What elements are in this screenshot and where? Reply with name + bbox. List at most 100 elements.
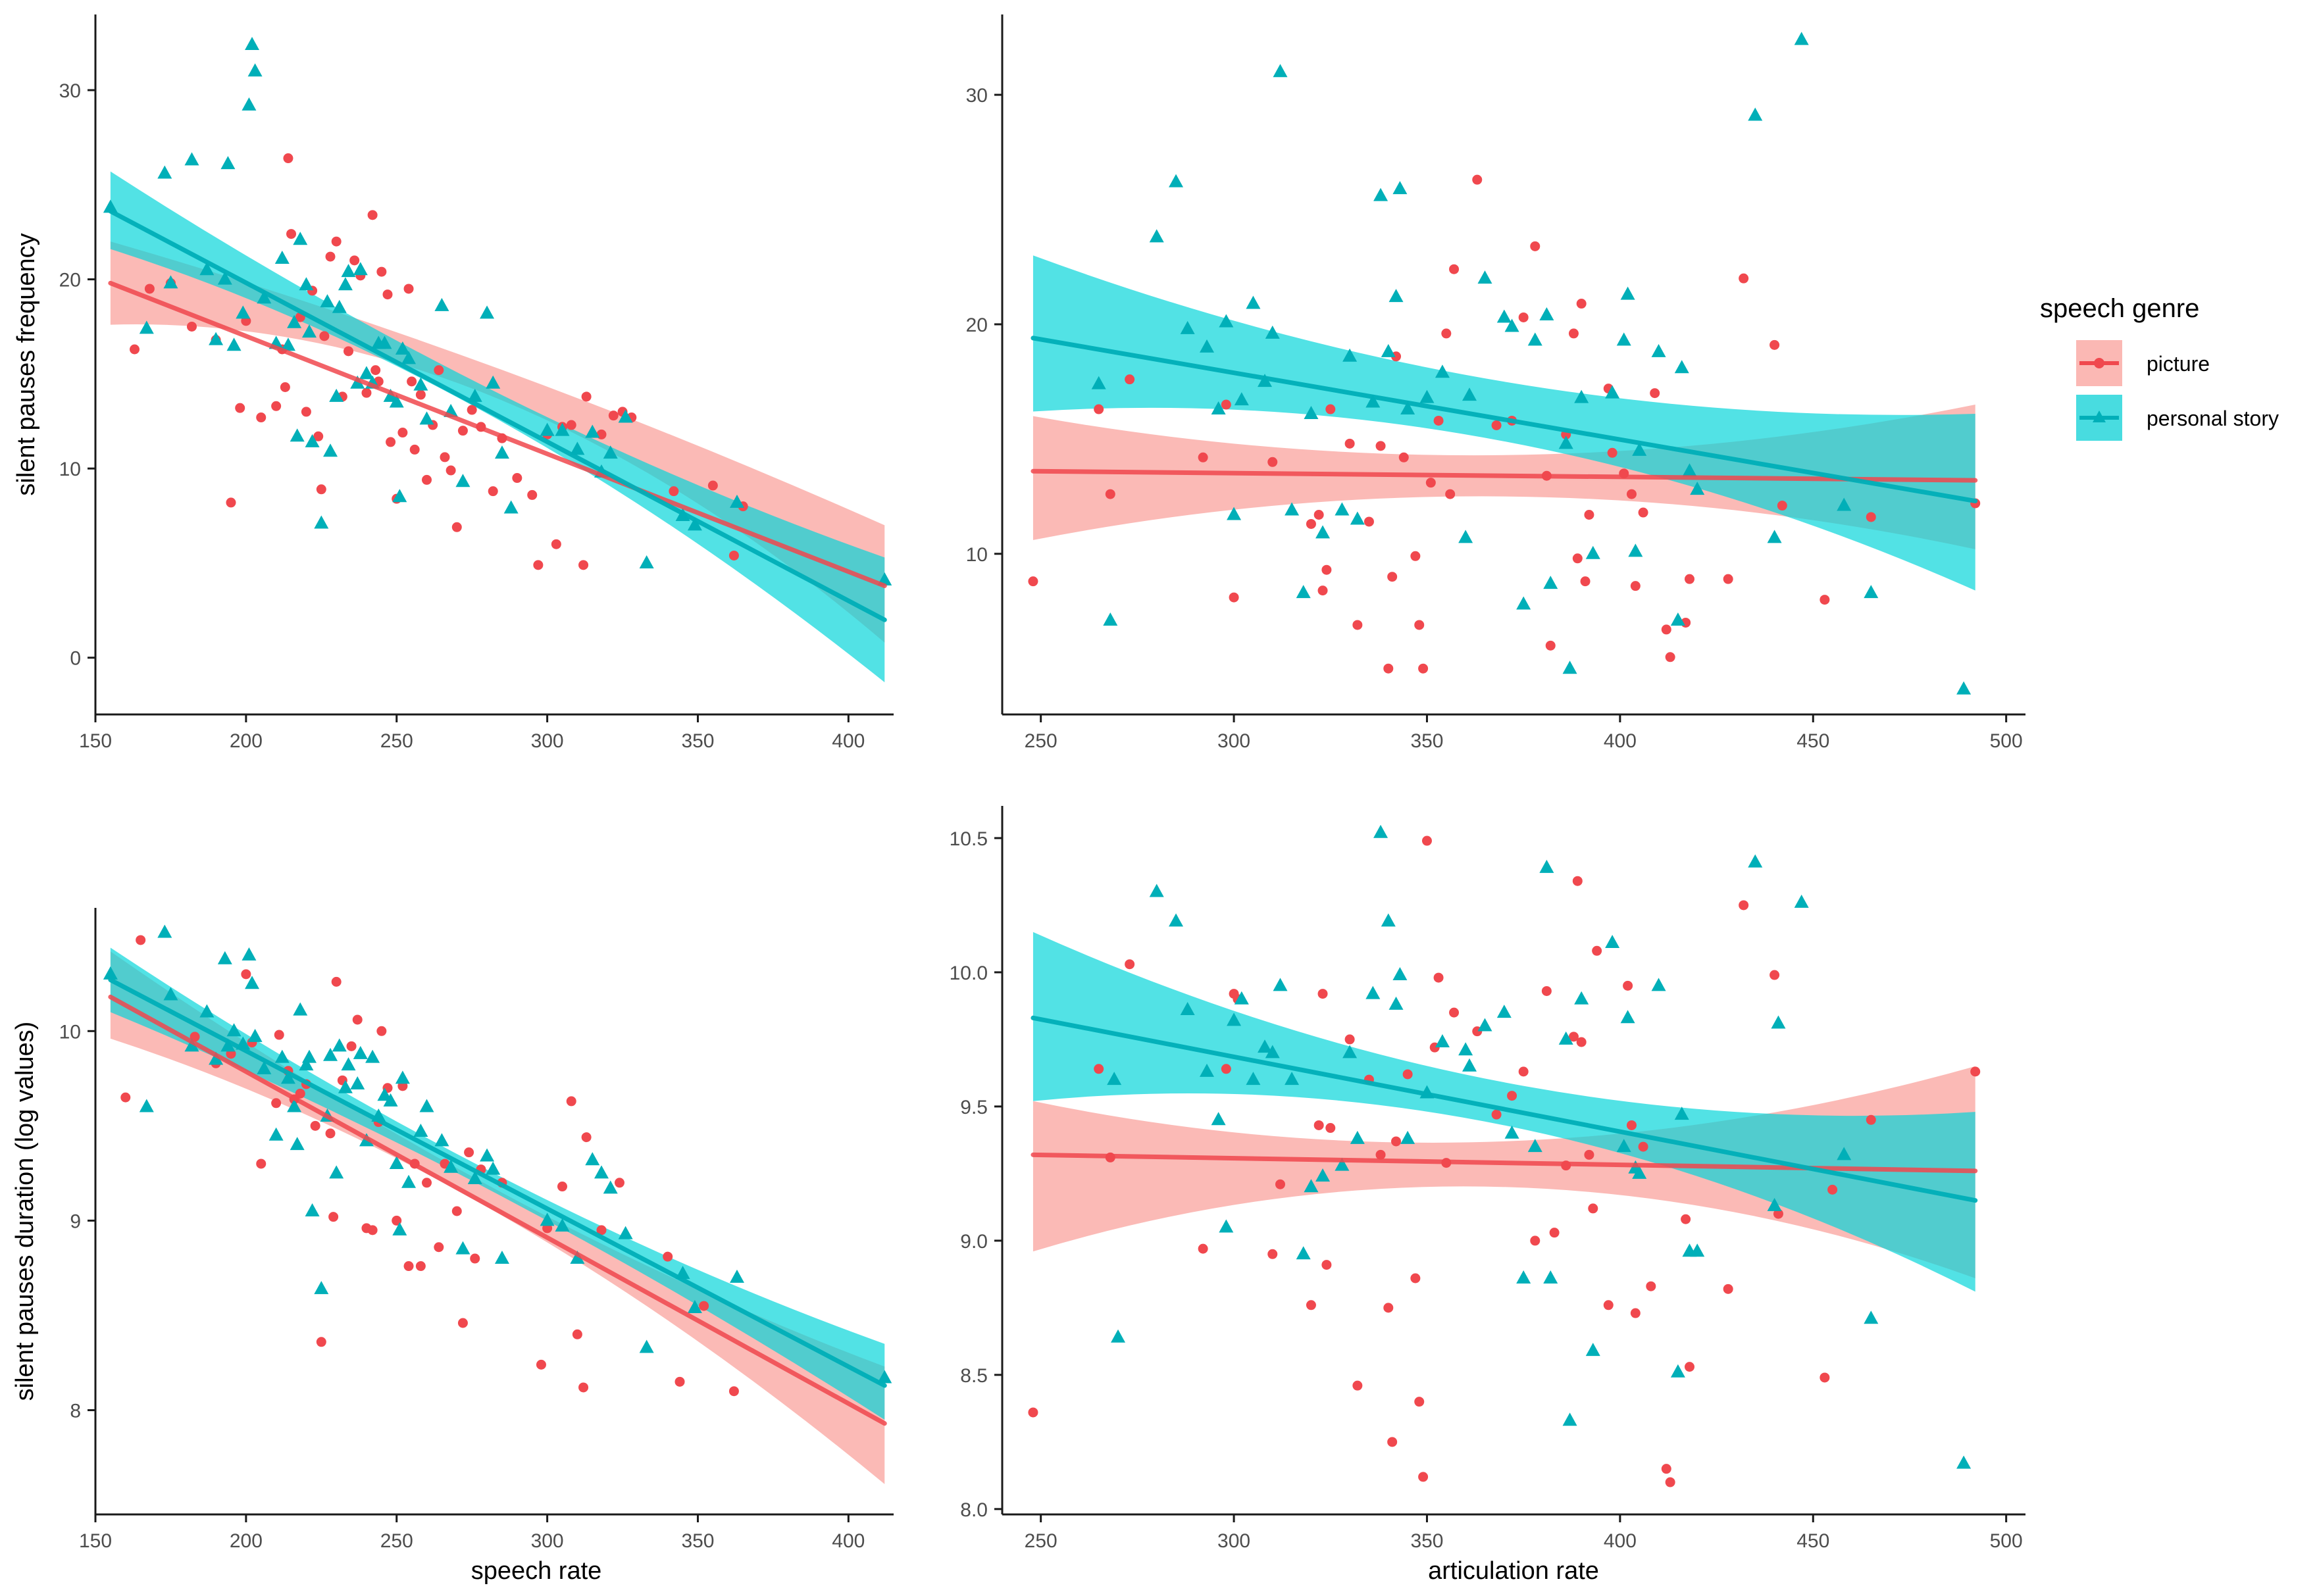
y-tick-label: 10 bbox=[59, 1021, 81, 1043]
data-point-personal-story bbox=[1956, 1455, 1972, 1469]
data-point-picture bbox=[1661, 1464, 1671, 1474]
x-axis-title: speech rate bbox=[471, 1557, 602, 1585]
legend: speech genre picture personal story bbox=[2040, 294, 2279, 441]
data-point-picture bbox=[1588, 1203, 1598, 1214]
data-point-picture bbox=[1584, 509, 1594, 520]
data-point-personal-story bbox=[1620, 1010, 1635, 1024]
data-point-picture bbox=[1398, 452, 1409, 462]
data-point-personal-story bbox=[1335, 1157, 1350, 1171]
x-tick-label: 300 bbox=[531, 730, 564, 752]
confidence-band-personal-story bbox=[110, 171, 885, 683]
data-point-personal-story bbox=[103, 199, 118, 213]
data-point-personal-story bbox=[480, 1148, 495, 1162]
data-point-picture bbox=[663, 1251, 673, 1262]
x-axis-title: articulation rate bbox=[1428, 1557, 1599, 1585]
data-point-personal-story bbox=[329, 1165, 344, 1179]
data-point-picture bbox=[1866, 512, 1876, 522]
data-point-personal-story bbox=[247, 1028, 263, 1042]
data-point-personal-story bbox=[1296, 1246, 1311, 1260]
data-point-picture bbox=[361, 387, 372, 398]
data-point-personal-story bbox=[1435, 1034, 1450, 1047]
data-point-picture bbox=[1445, 489, 1456, 499]
data-point-picture bbox=[1391, 1136, 1402, 1147]
data-point-personal-story bbox=[1690, 1243, 1705, 1257]
data-point-personal-story bbox=[338, 1080, 353, 1093]
data-point-personal-story bbox=[1258, 1039, 1273, 1053]
data-point-picture bbox=[434, 365, 444, 376]
data-point-personal-story bbox=[494, 1251, 509, 1264]
data-point-personal-story bbox=[139, 320, 154, 334]
data-point-personal-story bbox=[1616, 332, 1631, 346]
data-point-personal-story bbox=[1273, 64, 1288, 78]
data-point-picture bbox=[343, 346, 353, 357]
data-point-personal-story bbox=[1400, 401, 1415, 415]
data-point-picture bbox=[1125, 959, 1135, 970]
x-tick-label: 250 bbox=[1025, 1530, 1057, 1552]
data-point-picture bbox=[186, 321, 197, 332]
data-point-picture bbox=[1325, 404, 1336, 414]
data-point-picture bbox=[1607, 447, 1617, 458]
data-point-personal-story bbox=[1246, 295, 1261, 309]
data-point-picture bbox=[283, 153, 293, 164]
data-point-personal-story bbox=[1574, 389, 1589, 403]
confidence-band-picture bbox=[110, 241, 885, 643]
data-point-picture bbox=[1352, 1380, 1363, 1391]
data-point-personal-story bbox=[1539, 307, 1554, 320]
data-point-personal-story bbox=[103, 966, 118, 980]
data-point-picture bbox=[1433, 415, 1444, 426]
data-point-picture bbox=[1661, 624, 1671, 635]
data-point-personal-story bbox=[392, 1222, 407, 1235]
data-point-personal-story bbox=[287, 1099, 302, 1112]
data-point-personal-story bbox=[1458, 530, 1473, 543]
x-tick-label: 400 bbox=[832, 1530, 865, 1552]
data-point-personal-story bbox=[1304, 1179, 1319, 1193]
data-point-personal-story bbox=[570, 441, 585, 455]
data-point-picture bbox=[1684, 574, 1694, 584]
panel-top-left: 150 200 250 300 350 400 0 10 20 30 silent pauses f… bbox=[13, 14, 894, 752]
data-point-picture bbox=[1352, 620, 1363, 630]
data-point-personal-story bbox=[314, 515, 329, 529]
data-point-picture bbox=[1530, 1235, 1540, 1246]
data-point-picture bbox=[596, 429, 607, 439]
data-point-personal-story bbox=[220, 1038, 236, 1052]
data-point-personal-story bbox=[383, 1093, 398, 1107]
data-point-personal-story bbox=[305, 434, 320, 447]
regression-line-personal-story bbox=[1031, 1015, 1978, 1203]
data-point-picture bbox=[120, 1092, 131, 1103]
data-point-picture bbox=[382, 289, 393, 300]
data-point-picture bbox=[581, 391, 592, 402]
data-point-picture bbox=[488, 486, 498, 497]
points-picture bbox=[1028, 835, 1981, 1487]
data-point-picture bbox=[403, 284, 414, 294]
data-point-picture bbox=[271, 1098, 282, 1109]
data-point-personal-story bbox=[618, 1226, 633, 1239]
data-point-picture bbox=[1518, 1066, 1529, 1077]
data-point-personal-story bbox=[395, 1070, 410, 1084]
data-point-personal-story bbox=[1350, 1130, 1365, 1144]
data-point-personal-story bbox=[401, 1174, 417, 1188]
data-point-picture bbox=[1970, 1066, 1981, 1077]
data-point-picture bbox=[1387, 1437, 1398, 1447]
points-personal-story bbox=[103, 924, 892, 1384]
data-point-picture bbox=[301, 407, 311, 417]
x-tick-label: 300 bbox=[531, 1530, 564, 1552]
data-point-picture bbox=[699, 1301, 709, 1311]
data-point-personal-story bbox=[395, 341, 410, 355]
data-point-picture bbox=[392, 1215, 402, 1226]
data-point-personal-story bbox=[257, 1060, 272, 1074]
data-point-picture bbox=[226, 497, 236, 508]
data-point-personal-story bbox=[389, 394, 404, 408]
data-point-personal-story bbox=[494, 445, 509, 459]
data-point-picture bbox=[370, 365, 381, 376]
data-point-picture bbox=[1418, 1472, 1429, 1482]
data-point-picture bbox=[669, 486, 679, 497]
data-point-personal-story bbox=[184, 1038, 199, 1052]
data-point-personal-story bbox=[1771, 1015, 1786, 1029]
data-point-personal-story bbox=[1477, 270, 1492, 284]
data-point-personal-story bbox=[220, 156, 236, 170]
data-point-picture bbox=[1576, 299, 1587, 309]
data-point-personal-story bbox=[1365, 394, 1381, 408]
data-point-personal-story bbox=[1767, 530, 1782, 543]
data-point-personal-story bbox=[1539, 859, 1554, 873]
